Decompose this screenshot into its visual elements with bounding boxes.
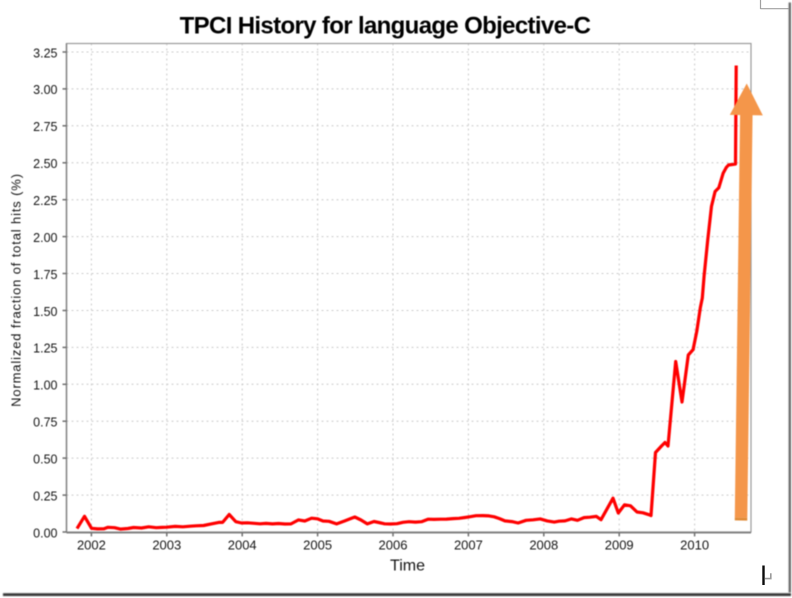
svg-text:3.00: 3.00 (33, 83, 57, 97)
svg-text:2004: 2004 (228, 538, 257, 553)
svg-text:2005: 2005 (303, 538, 332, 553)
svg-text:1.00: 1.00 (33, 379, 57, 393)
svg-text:1.75: 1.75 (33, 268, 57, 282)
svg-text:2.50: 2.50 (33, 157, 57, 171)
svg-text:Time: Time (390, 558, 425, 575)
svg-text:2.00: 2.00 (33, 231, 57, 245)
svg-text:2.25: 2.25 (33, 194, 57, 208)
svg-text:0.00: 0.00 (33, 526, 57, 540)
svg-text:2007: 2007 (454, 538, 483, 553)
svg-text:2.75: 2.75 (33, 120, 57, 134)
svg-text:0.50: 0.50 (33, 452, 57, 466)
svg-text:1.50: 1.50 (33, 305, 57, 319)
svg-text:2006: 2006 (379, 538, 408, 553)
svg-text:0.25: 0.25 (33, 489, 57, 503)
svg-text:2009: 2009 (605, 538, 634, 553)
svg-text:3.25: 3.25 (33, 46, 57, 60)
svg-text:0.75: 0.75 (33, 416, 57, 430)
svg-text:2002: 2002 (77, 538, 106, 553)
svg-text:2003: 2003 (152, 538, 181, 553)
svg-text:2010: 2010 (680, 538, 709, 553)
svg-text:2008: 2008 (529, 538, 558, 553)
svg-text:TPCI History for language Obje: TPCI History for language Objective-C (180, 13, 591, 40)
svg-text:Normalized fraction of total h: Normalized fraction of total hits (%) (9, 173, 24, 407)
svg-text:1.25: 1.25 (33, 342, 57, 356)
